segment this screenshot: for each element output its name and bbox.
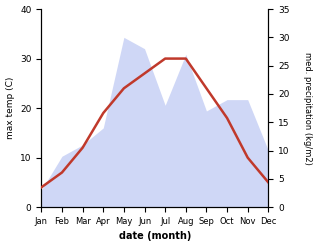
X-axis label: date (month): date (month): [119, 231, 191, 242]
Y-axis label: med. precipitation (kg/m2): med. precipitation (kg/m2): [303, 52, 313, 165]
Y-axis label: max temp (C): max temp (C): [5, 77, 15, 139]
